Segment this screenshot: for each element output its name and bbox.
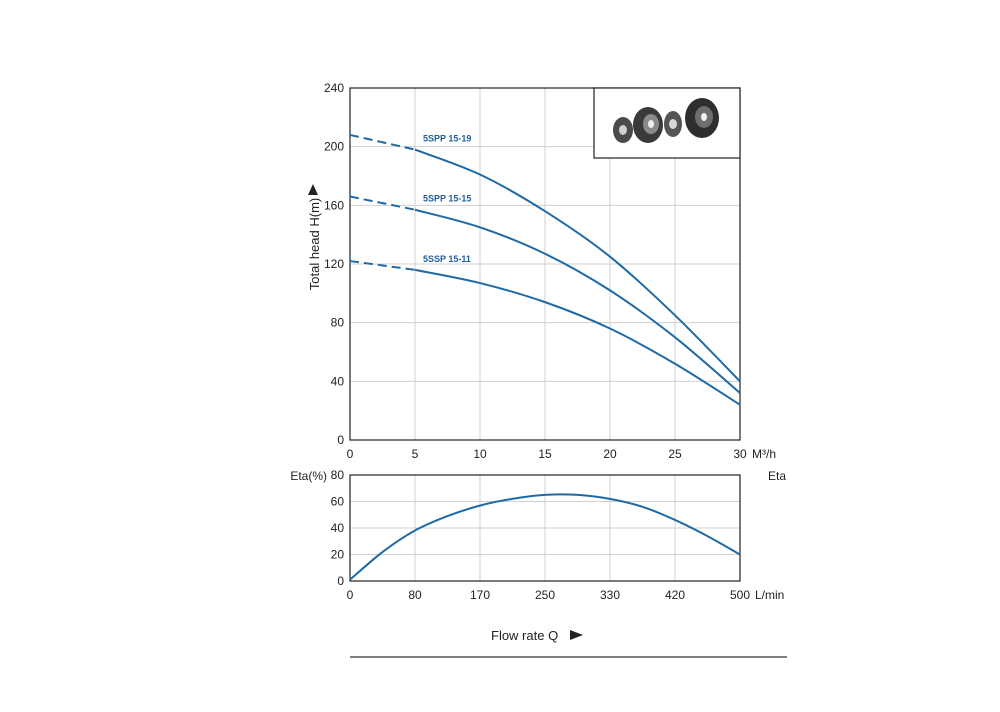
head-curve [414,268,741,406]
efficiency-x-tick-label: 0 [347,588,354,602]
head-y-tick-label: 240 [324,81,344,95]
efficiency-x-ticks: 0 80 170 250 330 420 500 [347,588,751,602]
head-x-unit: M³/h [752,447,776,461]
efficiency-y-ticks: 0 20 40 60 80 [331,468,345,588]
efficiency-y-tick-label: 0 [337,574,344,588]
head-x-tick-label: 10 [473,447,487,461]
head-y-tick-label: 200 [324,140,344,154]
efficiency-right-label: Eta [768,469,786,483]
efficiency-x-tick-label: 500 [730,588,750,602]
head-curve-dashed [349,195,416,211]
head-curve-dashed [349,133,416,151]
efficiency-x-tick-label: 250 [535,588,555,602]
efficiency-x-tick-label: 80 [408,588,422,602]
head-plot-frame [349,87,741,441]
head-x-tick-label: 20 [603,447,617,461]
series-label: 5SPP 15-19 [423,134,471,144]
series-label: 5SSP 15-11 [423,254,471,264]
efficiency-y-tick-label: 40 [331,521,345,535]
head-y-axis-label: Total head H(m) [307,198,322,290]
head-y-tick-label: 120 [324,257,344,271]
head-curves [349,133,741,406]
efficiency-grid [350,475,740,581]
head-x-tick-label: 5 [412,447,419,461]
head-curve-dashed [349,260,416,271]
head-y-tick-label: 0 [337,433,344,447]
head-curve [414,208,741,394]
flow-rate-label: Flow rate Q [491,628,558,643]
efficiency-plot-frame [349,474,741,582]
efficiency-y-tick-label: 20 [331,548,345,562]
efficiency-x-tick-label: 170 [470,588,490,602]
head-x-tick-label: 30 [733,447,747,461]
head-x-tick-label: 15 [538,447,552,461]
efficiency-y-axis-label: Eta(%) [290,469,327,483]
head-y-ticks: 0 40 80 120 160 200 240 [324,81,344,447]
head-x-ticks: 0 5 10 15 20 25 30 [347,447,747,461]
impeller-parts-icon [593,87,741,159]
efficiency-curve [349,493,741,581]
efficiency-x-tick-label: 420 [665,588,685,602]
head-y-tick-label: 80 [331,316,345,330]
efficiency-curve-group [349,493,741,581]
right-arrow-icon [570,630,583,640]
efficiency-x-tick-label: 330 [600,588,620,602]
efficiency-x-unit: L/min [755,588,784,602]
head-x-tick-label: 0 [347,447,354,461]
head-curve [414,148,741,383]
y-up-arrow-icon [308,184,318,195]
efficiency-y-tick-label: 60 [331,495,345,509]
series-label: 5SPP 15-15 [423,194,471,204]
head-flow-chart: 0 40 80 120 160 200 240 0 5 10 15 20 25 30 5SPP 15-1… [307,81,776,461]
head-y-tick-label: 40 [331,374,345,388]
head-x-tick-label: 25 [668,447,682,461]
efficiency-y-tick-label: 80 [331,468,345,482]
head-y-tick-label: 160 [324,198,344,212]
head-series-labels: 5SPP 15-19 5SPP 15-15 5SSP 15-11 [423,134,471,264]
